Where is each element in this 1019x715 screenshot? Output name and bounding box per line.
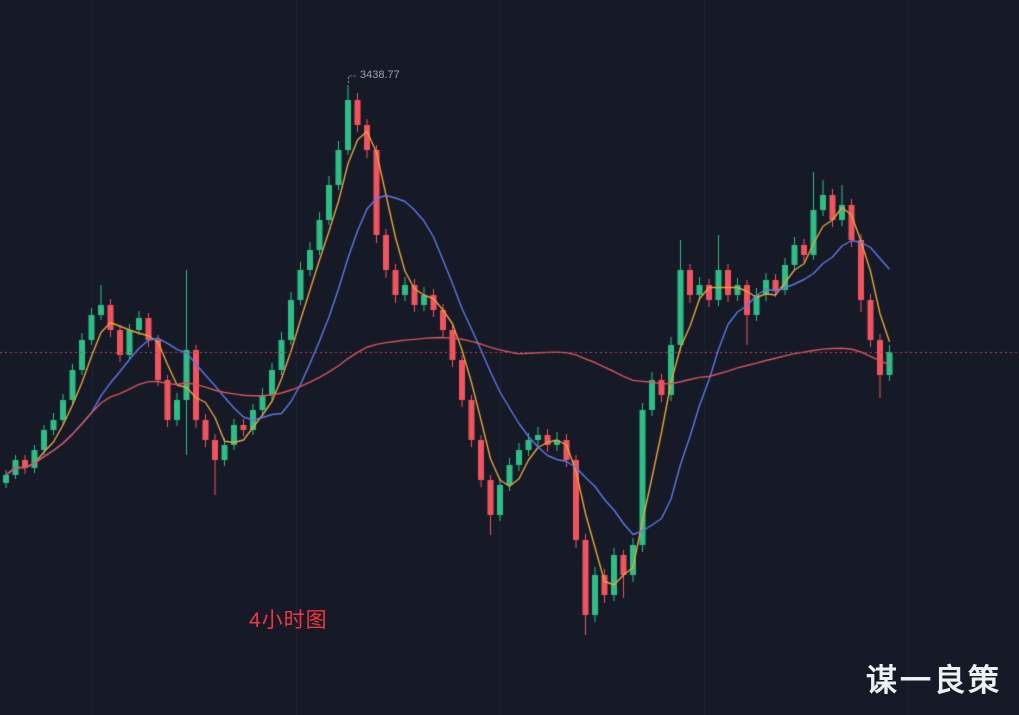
peak-price-annotation: 3438.77: [360, 69, 400, 82]
watermark-text: 谋一良策: [866, 663, 1002, 698]
timeframe-label: 4小时图: [249, 609, 328, 632]
